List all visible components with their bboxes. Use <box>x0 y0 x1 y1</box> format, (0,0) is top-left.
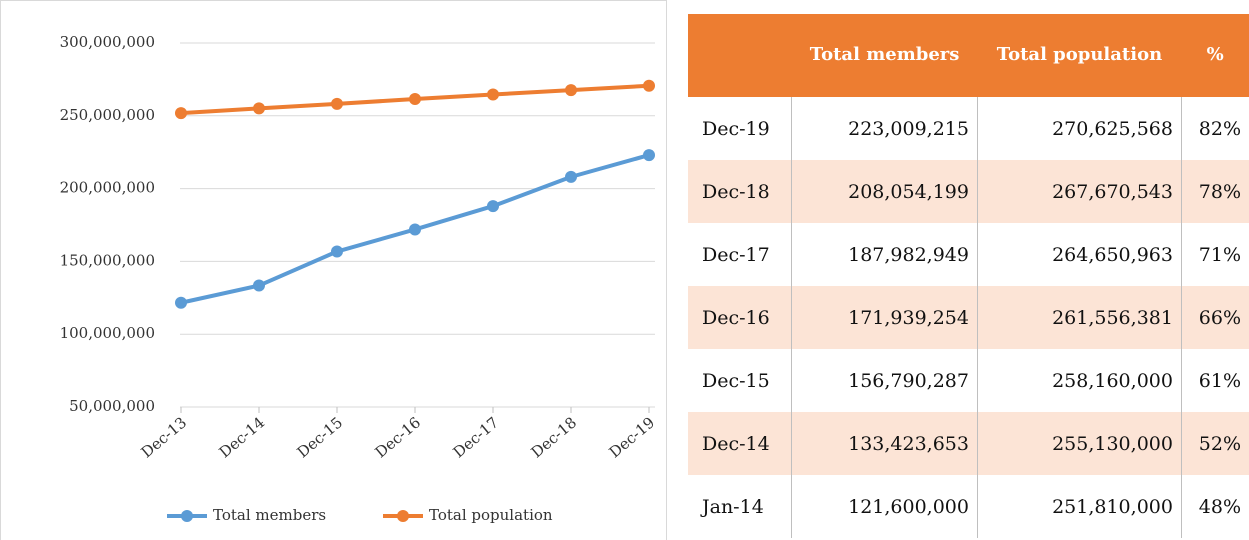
point <box>643 149 655 162</box>
table-cell: 264,650,963 <box>976 223 1182 286</box>
table-cell: 48% <box>1180 475 1249 538</box>
table-cell: 251,810,000 <box>976 475 1182 538</box>
header-cell <box>688 14 792 97</box>
point <box>565 84 577 97</box>
table-cell: 261,556,381 <box>976 286 1182 349</box>
table-cell: Dec-14 <box>688 412 792 475</box>
table-cell: 270,625,568 <box>976 97 1182 160</box>
point <box>409 92 421 105</box>
table-cell: Dec-19 <box>702 117 770 140</box>
table-cell: 133,423,653 <box>791 412 978 475</box>
x-tick-label: Dec-13 <box>138 413 191 461</box>
y-tick-label: 200,000,000 <box>60 179 155 197</box>
table-cell: 71% <box>1180 223 1249 286</box>
y-tick-label: 300,000,000 <box>60 33 155 51</box>
table-row: Dec-15 156,790,287 258,160,000 61% <box>688 349 1249 412</box>
table-cell: Jan-14 <box>702 495 764 518</box>
point <box>487 88 499 101</box>
x-tick-label: Dec-18 <box>528 413 581 461</box>
table-cell: Dec-17 <box>702 243 770 266</box>
point <box>253 279 265 292</box>
point <box>331 245 343 258</box>
table-row: Dec-16 171,939,254 261,556,381 66% <box>688 286 1249 349</box>
header-cell: % <box>1181 14 1249 97</box>
table-cell: 223,009,215 <box>791 97 978 160</box>
point <box>643 79 655 92</box>
table-row: Dec-19 223,009,215 270,625,568 82% <box>688 97 1249 160</box>
y-tick-label: 100,000,000 <box>60 324 155 342</box>
header-cell: Total members <box>791 14 978 97</box>
table-row: Dec-17 187,982,949 264,650,963 71% <box>688 223 1249 286</box>
table-row: Dec-14 133,423,653 255,130,000 52% <box>688 412 1249 475</box>
table-cell: 267,670,543 <box>976 160 1182 223</box>
y-tick-label: 150,000,000 <box>60 251 155 269</box>
table-cell: 52% <box>1180 412 1249 475</box>
data-table: Total members Total population% Dec-19 223,… <box>688 14 1249 538</box>
point <box>331 97 343 110</box>
table-cell: 255,130,000 <box>976 412 1182 475</box>
table-cell: 187,982,949 <box>791 223 978 286</box>
point <box>175 296 187 309</box>
y-tick-label: 250,000,000 <box>60 106 155 124</box>
table-cell: Dec-16 <box>688 286 792 349</box>
table-cell: 78% <box>1180 160 1249 223</box>
table-row: Dec-18 208,054,199 267,670,543 78% <box>688 160 1249 223</box>
legend-label: Total population <box>429 506 553 524</box>
point <box>409 223 421 236</box>
x-tick-label: Dec-14 <box>216 413 269 461</box>
point <box>253 102 265 115</box>
chart-border <box>0 0 667 540</box>
table-cell: 66% <box>1180 286 1249 349</box>
table-row: Jan-14 121,600,000 251,810,000 48% <box>688 475 1249 538</box>
table-cell: 121,600,000 <box>791 475 978 538</box>
legend-marker <box>397 510 409 522</box>
x-tick-label: Dec-16 <box>372 413 425 461</box>
table-cell: 156,790,287 <box>791 349 978 412</box>
point <box>487 200 499 213</box>
table-cell: Dec-15 <box>702 369 770 392</box>
point <box>565 170 577 183</box>
chart: 50,000,000 100,000,000 150,000,000 200,000,… <box>0 0 667 540</box>
table-cell: 258,160,000 <box>976 349 1182 412</box>
point <box>175 107 187 120</box>
header-cell: Total population <box>977 14 1182 97</box>
legend-marker <box>181 510 193 522</box>
table-cell: 82% <box>1180 97 1249 160</box>
x-tick-label: Dec-15 <box>294 413 347 461</box>
y-tick-label: 50,000,000 <box>69 397 155 415</box>
table-cell: Dec-18 <box>688 160 792 223</box>
x-tick-label: Dec-17 <box>450 413 503 461</box>
legend-label: Total members <box>213 506 326 524</box>
table-cell: 208,054,199 <box>791 160 978 223</box>
x-tick-label: Dec-19 <box>606 413 659 461</box>
table-cell: 61% <box>1180 349 1249 412</box>
table-cell: 171,939,254 <box>791 286 978 349</box>
